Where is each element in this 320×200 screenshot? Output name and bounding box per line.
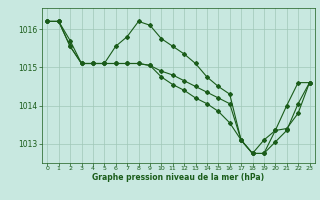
X-axis label: Graphe pression niveau de la mer (hPa): Graphe pression niveau de la mer (hPa) xyxy=(92,173,264,182)
